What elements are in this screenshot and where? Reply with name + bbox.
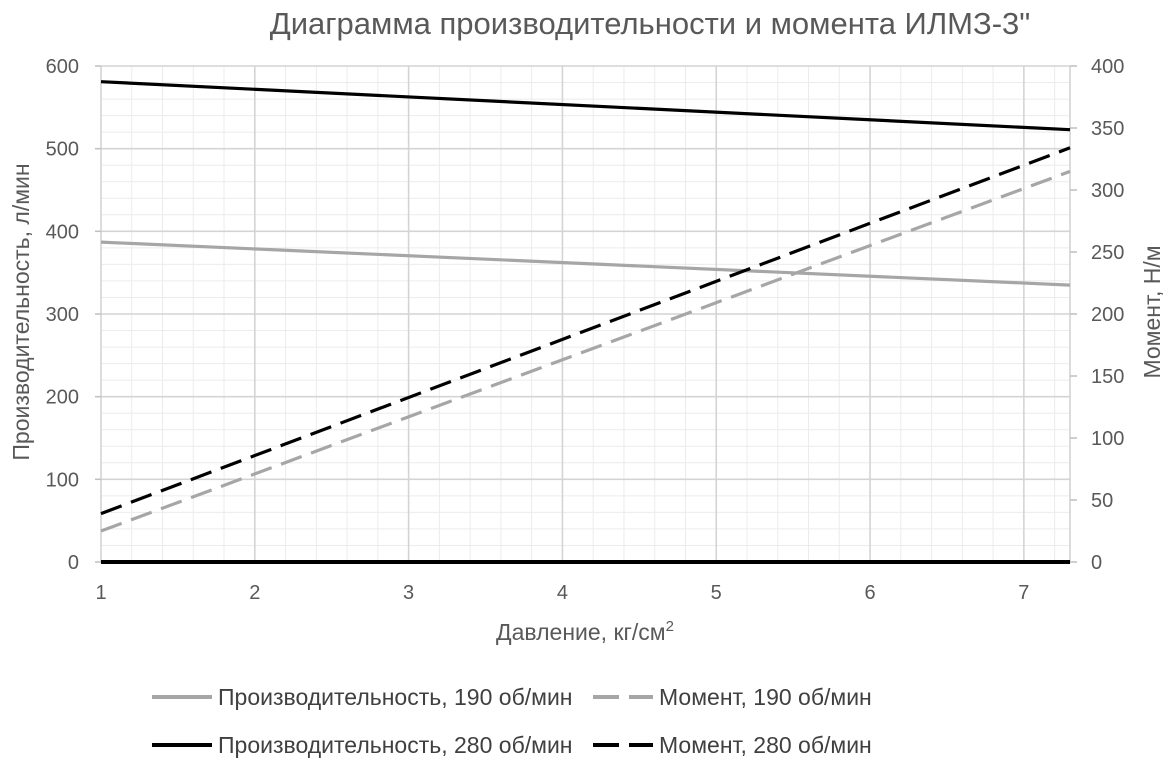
x-tick-label: 6 [864, 582, 875, 604]
legend-label-1: Производительность, 190 об/мин [218, 684, 573, 710]
x-tick-label: 2 [249, 582, 260, 604]
x-tick-label: 7 [1018, 582, 1029, 604]
y2-axis-title: Момент, Н/м [1139, 245, 1165, 378]
series-line-2 [100, 169, 1071, 533]
y2-tick-label: 400 [1091, 56, 1124, 78]
y-tick-label: 600 [46, 56, 79, 78]
y2-tick-label: 0 [1091, 552, 1102, 574]
series-line-3 [100, 80, 1071, 132]
y2-tick-label: 300 [1091, 180, 1124, 202]
legend-label-2: Момент, 190 об/мин [659, 684, 872, 710]
x-tick-labels: 1 2 3 4 5 6 7 [95, 582, 1029, 604]
x-axis-title: Давление, кг/см2 [496, 618, 674, 645]
y2-tick-label: 250 [1091, 242, 1124, 264]
chart-title: Диаграмма производительности и момента И… [270, 6, 1031, 41]
series-layer [100, 80, 1071, 533]
y2-tick-label: 350 [1091, 118, 1124, 140]
x-tick-label: 3 [403, 582, 414, 604]
y2-tick-label: 100 [1091, 428, 1124, 450]
y2-tick-label: 200 [1091, 304, 1124, 326]
x-tick-label: 5 [711, 582, 722, 604]
y-tick-label: 500 [46, 139, 79, 161]
grid [95, 65, 1077, 563]
y-tick-labels: 0 100 200 300 400 500 600 [46, 56, 79, 574]
legend: Производительность, 190 об/мин Момент, 19… [152, 684, 872, 758]
y2-tick-label: 150 [1091, 366, 1124, 388]
y-tick-label: 200 [46, 387, 79, 409]
legend-label-4: Момент, 280 об/мин [659, 732, 872, 758]
x-axis-title-text: Давление, кг/см [496, 619, 666, 645]
y2-tick-label: 50 [1091, 490, 1113, 512]
y-tick-label: 100 [46, 469, 79, 491]
series-line-4 [100, 146, 1071, 516]
y-tick-label: 0 [68, 552, 79, 574]
y2-tick-labels: 0 50 100 150 200 250 300 350 400 [1091, 56, 1124, 574]
y-tick-label: 300 [46, 304, 79, 326]
x-axis-title-superscript: 2 [666, 618, 674, 635]
legend-label-3: Производительность, 280 об/мин [218, 732, 573, 758]
series-line-1 [100, 240, 1071, 287]
x-tick-label: 1 [95, 582, 106, 604]
y-axis-title: Производительность, л/мин [8, 163, 34, 460]
x-tick-label: 4 [557, 582, 568, 604]
y-tick-label: 400 [46, 221, 79, 243]
